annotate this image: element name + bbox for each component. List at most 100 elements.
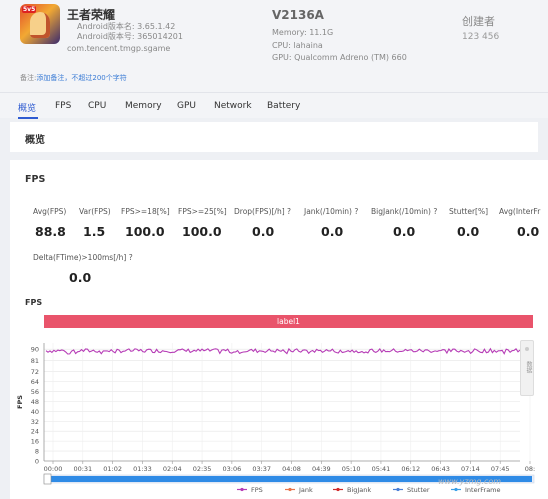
y-tick-label: 56	[31, 388, 39, 396]
x-tick-label: 04:39	[312, 465, 331, 473]
x-tick-label: 05:41	[372, 465, 391, 473]
metric-label-delta-ftime: Delta(FTime)>100ms[/h] ?	[33, 253, 133, 262]
legend-marker	[240, 487, 244, 492]
metric-label-stutter: Stutter[%]	[449, 207, 489, 216]
x-tick-label: 07:14	[461, 465, 480, 473]
legend-marker	[454, 487, 458, 492]
hero-figure	[30, 12, 50, 38]
note-field[interactable]: 备注:添加备注，不超过200个字符	[20, 73, 127, 83]
tab-bar: 概览 FPS CPU Memory GPU Network Battery	[0, 92, 548, 119]
y-tick-label: 81	[31, 357, 39, 365]
legend-item-label: Jank	[298, 486, 313, 494]
app-name: 王者荣耀	[67, 8, 116, 22]
label-bar[interactable]: label1	[44, 315, 533, 328]
metric-value-jank: 0.0	[321, 224, 344, 239]
device-gpu: GPU: Qualcomm Adreno (TM) 660	[272, 53, 407, 62]
creator-label: 创建者	[462, 15, 495, 28]
device-cpu: CPU: lahaina	[272, 40, 323, 50]
app-version-name: Android版本名: 3.65.1.42	[77, 22, 176, 31]
x-tick-label: 02:35	[193, 465, 212, 473]
help-icon[interactable]: ?	[128, 253, 133, 262]
tab-cpu[interactable]: CPU	[88, 101, 107, 111]
creator-id: 123 456	[462, 32, 500, 42]
x-tick-label: 04:08	[282, 465, 301, 473]
legend-item-label: FPS	[251, 486, 263, 494]
chart-title: FPS	[25, 298, 43, 307]
app-header	[0, 0, 548, 92]
side-toggle-label: 数据	[525, 361, 532, 373]
x-tick-label: 03:37	[252, 465, 271, 473]
y-tick-label: 90	[31, 346, 39, 354]
metric-value-stutter: 0.0	[457, 224, 480, 239]
note-placeholder[interactable]: 添加备注，不超过200个字符	[36, 74, 127, 82]
y-tick-label: 16	[31, 438, 39, 446]
fps-panel	[10, 160, 548, 499]
y-tick-label: 48	[31, 398, 39, 406]
legend-marker	[336, 487, 340, 492]
metric-value-drop-fps: 0.0	[252, 224, 275, 239]
app-version-code: Android版本号: 365014201	[77, 32, 183, 41]
metric-label-fps-25: FPS>=25[%]	[178, 207, 227, 216]
legend-marker	[396, 487, 400, 492]
metric-label-var-fps: Var(FPS)	[79, 207, 111, 216]
game-hero-icon: 5v5	[20, 4, 60, 44]
tab-overview[interactable]: 概览	[18, 104, 37, 114]
tab-battery[interactable]: Battery	[267, 101, 301, 111]
tab-memory[interactable]: Memory	[125, 101, 162, 111]
y-tick-label: 64	[31, 378, 39, 386]
overview-panel	[10, 122, 538, 152]
metric-value-bigjank: 0.0	[393, 224, 416, 239]
toggle-dot-icon	[525, 347, 529, 351]
x-tick-label: 05:10	[342, 465, 361, 473]
legend-item-label: InterFrame	[465, 486, 501, 494]
tab-network[interactable]: Network	[214, 101, 252, 111]
metric-label-jank: Jank(/10min) ?	[304, 207, 359, 216]
device-name: V2136A	[272, 8, 324, 22]
metric-label-bigjank: BigJank(/10min) ?	[371, 207, 438, 216]
app-version-info: Android版本名: 3.65.1.42 Android版本号: 365014…	[77, 22, 183, 42]
app-icon-badge: 5v5	[22, 6, 37, 13]
app-package: com.tencent.tmgp.sgame	[67, 44, 171, 53]
tab-fps[interactable]: FPS	[55, 101, 72, 111]
y-tick-label: 40	[31, 408, 39, 416]
help-icon[interactable]: ?	[354, 207, 359, 216]
legend-item-label: BigJank	[347, 486, 371, 494]
help-icon[interactable]: ?	[433, 207, 438, 216]
x-tick-label: 03:06	[223, 465, 242, 473]
x-tick-label: 08:	[525, 465, 535, 473]
metric-value-var-fps: 1.5	[83, 224, 106, 239]
metric-value-fps-18: 100.0	[125, 224, 165, 239]
help-icon[interactable]: ?	[287, 207, 291, 216]
legend-marker	[288, 487, 292, 492]
tab-gpu[interactable]: GPU	[177, 101, 196, 111]
fps-section-title: FPS	[25, 174, 46, 185]
x-tick-label: 06:12	[401, 465, 420, 473]
note-label: 备注:	[20, 74, 37, 82]
x-tick-label: 01:02	[103, 465, 122, 473]
x-tick-label: 00:31	[73, 465, 92, 473]
active-tab-indicator	[18, 117, 38, 119]
overview-title: 概览	[25, 135, 45, 146]
device-memory: Memory: 11.1G	[272, 28, 334, 37]
watermark: www.yzmg.com	[438, 477, 502, 486]
y-tick-label: 32	[31, 418, 39, 426]
y-tick-label: 72	[31, 368, 39, 376]
metric-label-fps-18: FPS>=18[%]	[121, 207, 170, 216]
metric-value-delta-ftime: 0.0	[69, 270, 92, 285]
fps-series-line	[45, 347, 521, 355]
y-tick-label: 24	[31, 428, 39, 436]
y-tick-label: 0	[35, 458, 39, 466]
metric-value-interframe: 0.0	[517, 224, 540, 239]
x-tick-label: 07:45	[491, 465, 510, 473]
x-tick-label: 00:00	[44, 465, 63, 473]
side-data-toggle[interactable]: 数据	[520, 340, 534, 396]
x-tick-label: 02:04	[163, 465, 182, 473]
y-axis-label: FPS	[16, 395, 24, 409]
metric-value-avg-fps: 88.8	[35, 224, 66, 239]
metric-label-drop-fps: Drop(FPS)[/h] ?	[234, 207, 291, 216]
metric-value-fps-25: 100.0	[182, 224, 222, 239]
metric-label-interframe: Avg(InterFr	[499, 207, 541, 216]
range-slider-handle	[43, 473, 52, 485]
y-tick-label: 8	[35, 448, 39, 456]
